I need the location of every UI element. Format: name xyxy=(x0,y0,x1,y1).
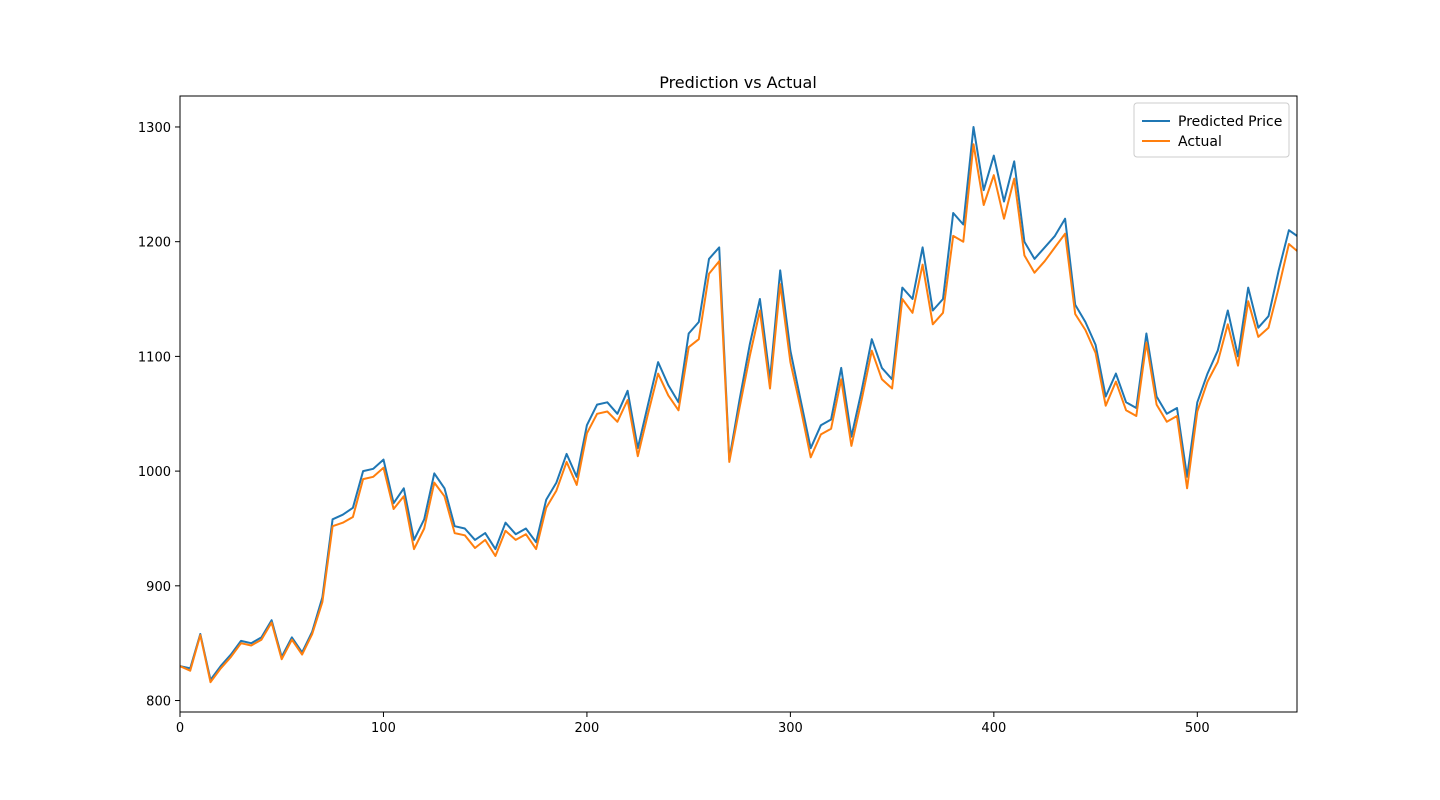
x-axis: 0 100 200 300 400 500 xyxy=(176,712,1210,736)
x-tick-label: 0 xyxy=(176,721,184,736)
y-tick-label: 1200 xyxy=(138,236,171,251)
series-line-predicted-price xyxy=(180,126,1297,681)
x-tick-label: 500 xyxy=(1185,721,1210,736)
x-tick-label: 300 xyxy=(778,721,803,736)
plot-area xyxy=(180,126,1297,684)
legend-box xyxy=(1133,102,1290,158)
y-tick-label: 800 xyxy=(146,695,171,710)
x-tick-label: 400 xyxy=(981,721,1006,736)
x-tick-label: 200 xyxy=(575,721,600,736)
y-axis: 800 900 1000 1100 1200 1300 xyxy=(138,121,180,710)
y-tick-label: 1300 xyxy=(138,121,171,136)
legend-label: Actual xyxy=(1178,134,1222,150)
y-tick-label: 1100 xyxy=(138,350,171,365)
y-tick-label: 1000 xyxy=(138,465,171,480)
y-tick-label: 900 xyxy=(146,580,171,595)
legend-label: Predicted Price xyxy=(1178,114,1282,130)
legend: Predicted Price Actual xyxy=(1133,102,1290,158)
chart-title: Prediction vs Actual xyxy=(659,73,817,92)
plot-frame xyxy=(179,95,1298,713)
series-line-actual xyxy=(180,143,1297,684)
x-tick-label: 100 xyxy=(371,721,396,736)
